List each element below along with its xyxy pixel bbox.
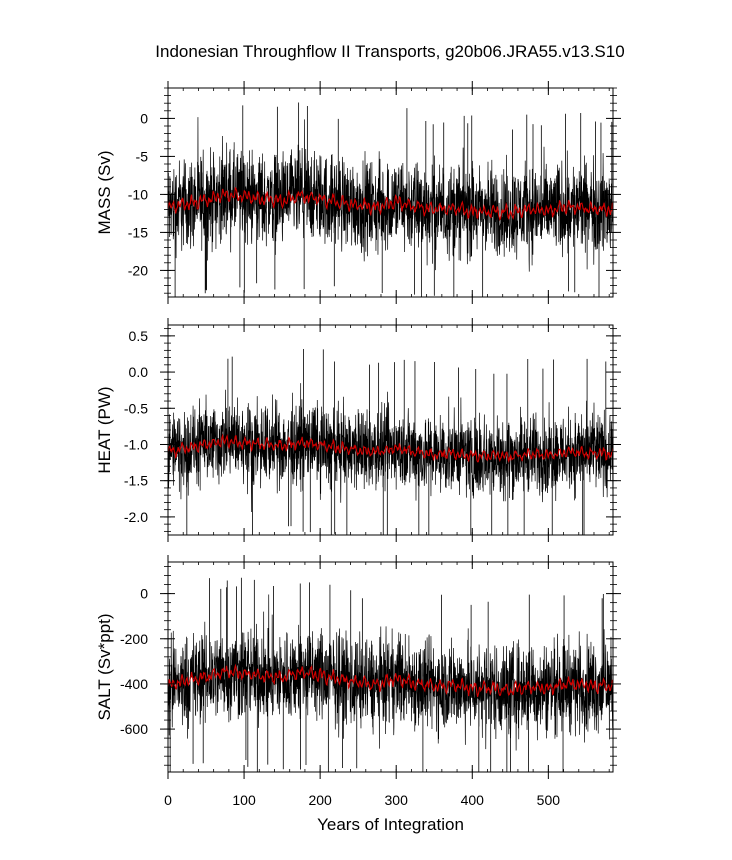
y-tick-label: -1.0 — [124, 436, 148, 452]
y-tick-label: -600 — [120, 721, 148, 737]
y-tick-label: -15 — [128, 224, 148, 240]
chart-title: Indonesian Throughflow II Transports, g2… — [155, 42, 625, 61]
y-tick-label: 0.0 — [129, 364, 149, 380]
raw-series-spikes — [169, 577, 604, 772]
panel-1: 0 -5 -10 -15 -20 MASS (Sv) — [95, 81, 621, 304]
y-axis-label: HEAT (PW) — [95, 386, 114, 473]
raw-series-spikes — [174, 102, 613, 297]
y-tick-label: -20 — [128, 262, 148, 278]
x-tick-label: 0 — [164, 792, 172, 808]
panel-2: 0.5 0.0 -0.5 -1.0 -1.5 -2.0 HEAT (PW) — [95, 318, 621, 542]
y-tick-label: -1.5 — [124, 473, 148, 489]
y-tick-label: -400 — [120, 676, 148, 692]
smoothed-series-line — [168, 433, 613, 463]
x-axis-label: Years of Integration — [317, 815, 464, 834]
panel-3: 0 -200 -400 -600 SALT (Sv*ppt) — [95, 555, 621, 779]
raw-series-line — [168, 117, 613, 272]
panel-frame — [167, 87, 614, 298]
x-tick-label: 100 — [232, 792, 256, 808]
y-axis-label: SALT (Sv*ppt) — [95, 613, 114, 720]
x-tick-label: 300 — [385, 792, 409, 808]
y-tick-label: -2.0 — [124, 509, 148, 525]
raw-series-line — [168, 594, 613, 751]
y-axis-label: MASS (Sv) — [95, 150, 114, 234]
y-tick-label: -200 — [120, 631, 148, 647]
smoothed-series-line — [168, 187, 613, 221]
smoothed-series-line — [168, 663, 613, 698]
x-tick-label: 200 — [308, 792, 332, 808]
y-tick-label: -0.5 — [124, 400, 148, 416]
x-tick-label: 500 — [537, 792, 561, 808]
raw-series-spikes — [186, 348, 607, 535]
raw-series-line — [168, 383, 613, 513]
panel-frame — [167, 561, 614, 773]
y-tick-label: 0 — [140, 110, 148, 126]
y-tick-label: 0 — [140, 586, 148, 602]
y-tick-label: -5 — [136, 148, 149, 164]
y-tick-label: 0.5 — [129, 328, 149, 344]
x-tick-label: 400 — [461, 792, 485, 808]
y-tick-label: -10 — [128, 186, 148, 202]
